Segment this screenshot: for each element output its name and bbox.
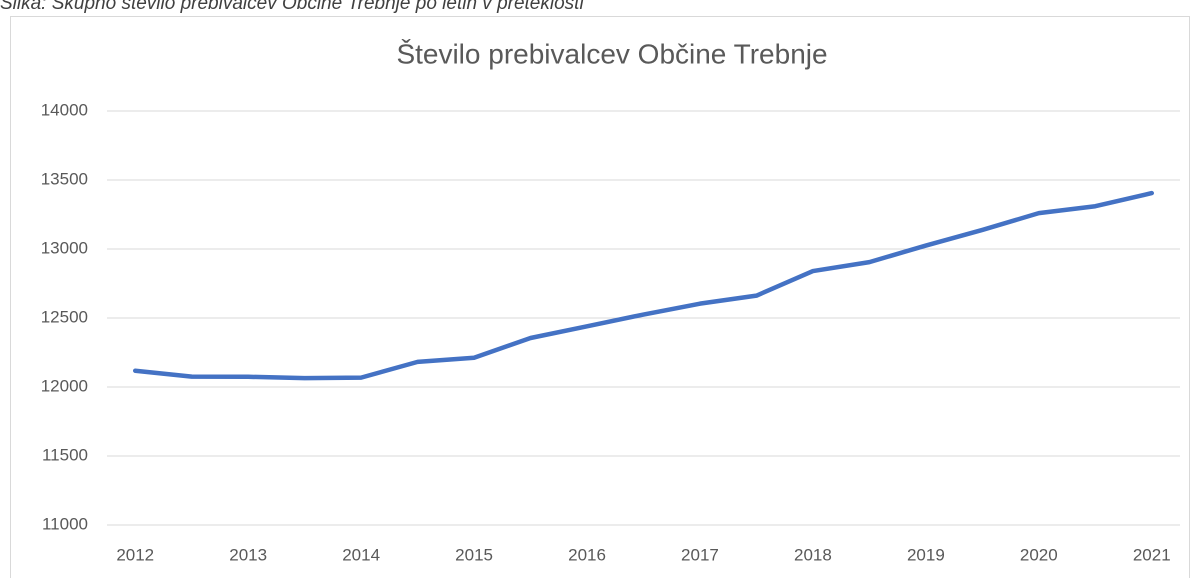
y-tick-label: 11500: [42, 445, 88, 464]
y-tick-label: 14000: [41, 100, 88, 119]
chart-border: [10, 16, 1190, 578]
x-tick-label: 2021: [1133, 545, 1171, 564]
x-tick-label: 2014: [342, 545, 380, 564]
x-tick-label: 2018: [794, 545, 832, 564]
y-tick-label: 12500: [41, 307, 88, 326]
caption: Slika: Skupno število prebivalcev Občine…: [0, 0, 584, 14]
y-tick-label: 11000: [42, 514, 88, 533]
y-tick-label: 13500: [41, 169, 88, 188]
data-line: [132, 190, 1155, 381]
x-tick-label: 2013: [229, 545, 267, 564]
x-tick-label: 2020: [1020, 545, 1058, 564]
x-tick-label: 2017: [681, 545, 719, 564]
x-tick-label: 2015: [455, 545, 493, 564]
x-tick-label: 2019: [907, 545, 945, 564]
chart-title: Število prebivalcev Občine Trebnje: [396, 38, 827, 69]
x-tick-label: 2012: [116, 545, 154, 564]
x-tick-label: 2016: [568, 545, 606, 564]
y-tick-label: 12000: [41, 376, 88, 395]
y-tick-label: 13000: [41, 238, 88, 257]
